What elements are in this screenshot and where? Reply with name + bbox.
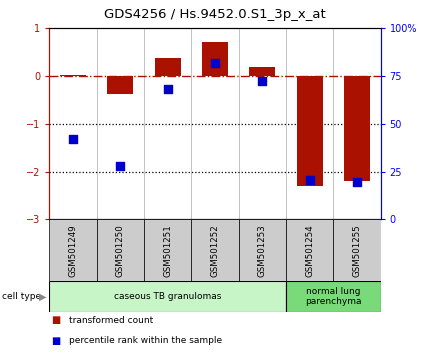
Point bbox=[117, 163, 124, 169]
Point bbox=[259, 78, 266, 84]
Point bbox=[164, 87, 171, 92]
Point bbox=[70, 136, 77, 142]
Bar bbox=[286, 219, 333, 281]
Bar bbox=[60, 75, 86, 76]
Bar bbox=[144, 219, 191, 281]
Text: ■: ■ bbox=[52, 315, 61, 325]
Text: GSM501251: GSM501251 bbox=[163, 224, 172, 277]
Text: GSM501250: GSM501250 bbox=[116, 224, 125, 277]
Text: caseous TB granulomas: caseous TB granulomas bbox=[114, 292, 221, 301]
Bar bbox=[155, 58, 181, 76]
Bar bbox=[249, 67, 275, 76]
Text: GDS4256 / Hs.9452.0.S1_3p_x_at: GDS4256 / Hs.9452.0.S1_3p_x_at bbox=[104, 8, 326, 22]
Text: GSM501254: GSM501254 bbox=[305, 224, 314, 277]
Bar bbox=[202, 42, 228, 76]
Bar bbox=[333, 219, 381, 281]
Text: GSM501255: GSM501255 bbox=[353, 224, 361, 277]
Bar bbox=[286, 281, 381, 312]
Text: ■: ■ bbox=[52, 336, 61, 346]
Text: normal lung
parenchyma: normal lung parenchyma bbox=[305, 287, 362, 306]
Text: GSM501249: GSM501249 bbox=[69, 224, 77, 277]
Point bbox=[353, 179, 360, 185]
Text: GSM501253: GSM501253 bbox=[258, 224, 267, 277]
Point bbox=[212, 60, 218, 65]
Bar bbox=[239, 219, 286, 281]
Point bbox=[306, 177, 313, 183]
Text: GSM501252: GSM501252 bbox=[211, 224, 219, 277]
Bar bbox=[297, 76, 322, 186]
Bar bbox=[49, 219, 97, 281]
Bar bbox=[191, 219, 239, 281]
Bar bbox=[49, 281, 286, 312]
Text: ▶: ▶ bbox=[39, 291, 46, 302]
Bar bbox=[344, 76, 370, 181]
Text: percentile rank within the sample: percentile rank within the sample bbox=[69, 336, 222, 345]
Text: cell type: cell type bbox=[2, 292, 41, 301]
Bar bbox=[97, 219, 144, 281]
Bar bbox=[108, 76, 133, 94]
Text: transformed count: transformed count bbox=[69, 315, 153, 325]
